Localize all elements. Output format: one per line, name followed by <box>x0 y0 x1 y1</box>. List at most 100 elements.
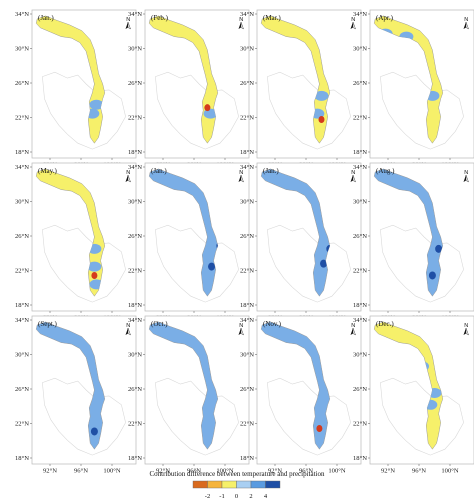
panel-frame <box>31 162 137 312</box>
y-tick-label: 34°N <box>128 317 142 324</box>
basin-shape <box>260 168 331 297</box>
y-tick-label: 26°N <box>128 386 142 393</box>
y-tick-label: 30°N <box>353 352 367 359</box>
panel-frame <box>369 162 474 312</box>
panel-label: (Jan.) <box>38 14 54 22</box>
panel-frame <box>31 315 137 465</box>
x-tick-label: 100°N <box>441 468 459 475</box>
map-panel: (Nov.) N34°N30°N26°N22°N18°N92°N 96°N 100°N <box>240 315 362 475</box>
land-outline <box>155 377 239 456</box>
patch-strong-positive <box>435 244 443 253</box>
y-tick-label: 22°N <box>353 115 367 122</box>
north-letter: N <box>351 17 355 23</box>
y-tick-label: 30°N <box>240 352 254 359</box>
y-tick-label: 22°N <box>240 115 254 122</box>
y-tick-label: 22°N <box>15 421 29 428</box>
y-tick-label: 22°N <box>15 268 29 275</box>
panel-frame <box>144 315 250 465</box>
y-tick-label: 18°N <box>240 302 254 309</box>
patch-positive <box>89 99 104 110</box>
y-tick-label: 18°N <box>128 455 142 462</box>
panel-frame <box>256 315 362 465</box>
legend-swatch <box>250 480 266 489</box>
panel-frame <box>369 315 474 465</box>
y-tick-label: 18°N <box>240 455 254 462</box>
north-letter: N <box>351 323 355 329</box>
land-outline <box>267 377 351 456</box>
north-letter: N <box>351 170 355 176</box>
y-tick-label: 22°N <box>128 115 142 122</box>
patch-negative <box>316 424 323 432</box>
x-tick-label: 96°N <box>187 468 201 475</box>
y-tick-label: 34°N <box>353 317 367 324</box>
y-tick-label: 30°N <box>240 199 254 206</box>
basin-shape <box>373 15 444 144</box>
north-arrow-icon: N <box>125 323 131 336</box>
y-tick-label: 30°N <box>353 199 367 206</box>
basin-shape <box>35 15 106 144</box>
y-tick-label: 18°N <box>240 149 254 156</box>
y-tick-label: 18°N <box>353 302 367 309</box>
y-tick-label: 30°N <box>128 352 142 359</box>
y-tick-label: 34°N <box>15 11 29 18</box>
y-tick-label: 30°N <box>240 46 254 53</box>
y-tick-label: 26°N <box>15 233 29 240</box>
panel-frame <box>256 9 362 159</box>
land-outline <box>267 224 351 303</box>
basin-shape <box>373 168 444 297</box>
north-letter: N <box>126 17 130 23</box>
map-panel: (Dec.) N34°N30°N26°N22°N18°N92°N 96°N 100°N <box>353 315 474 475</box>
land-outline <box>42 377 126 456</box>
land-outline <box>42 224 126 303</box>
legend-tick-label: 2 <box>249 493 252 500</box>
x-tick-label: 96°N <box>74 468 88 475</box>
panel-label: (Jan.) <box>263 167 279 175</box>
north-letter: N <box>464 17 468 23</box>
y-tick-label: 22°N <box>128 268 142 275</box>
x-tick-label: 92°N <box>43 468 57 475</box>
y-tick-label: 34°N <box>353 11 367 18</box>
y-tick-label: 34°N <box>128 11 142 18</box>
y-tick-label: 26°N <box>353 80 367 87</box>
panel-label: (Feb.) <box>151 14 169 22</box>
basin-shape <box>35 168 106 297</box>
panel-label: (Dec.) <box>376 320 394 328</box>
panel-frame <box>369 9 474 159</box>
y-tick-label: 34°N <box>15 164 29 171</box>
y-tick-label: 30°N <box>15 46 29 53</box>
y-tick-label: 26°N <box>240 233 254 240</box>
y-tick-label: 22°N <box>15 115 29 122</box>
legend-tick-label: -1 <box>219 493 224 500</box>
y-tick-label: 22°N <box>128 421 142 428</box>
panel-frame <box>144 162 250 312</box>
patch-negative <box>91 271 98 279</box>
y-tick-label: 18°N <box>128 302 142 309</box>
basin-shape <box>35 321 106 450</box>
x-tick-label: 100°N <box>103 468 121 475</box>
patch-strong-positive <box>320 259 328 268</box>
y-tick-label: 18°N <box>353 149 367 156</box>
north-arrow-icon: N <box>125 17 131 30</box>
north-arrow-icon: N <box>238 323 244 336</box>
panel-frame <box>256 162 362 312</box>
y-tick-label: 22°N <box>240 268 254 275</box>
y-tick-label: 18°N <box>15 149 29 156</box>
panel-frame <box>144 9 250 159</box>
north-letter: N <box>239 170 243 176</box>
x-tick-label: 100°N <box>328 468 346 475</box>
legend: Contribution difference between temperat… <box>150 470 325 500</box>
y-tick-label: 18°N <box>15 302 29 309</box>
y-tick-label: 34°N <box>353 164 367 171</box>
legend-tick-label: 0 <box>235 493 238 500</box>
patch-negative <box>318 116 325 124</box>
north-arrow-icon: N <box>238 17 244 30</box>
land-outline <box>155 71 239 150</box>
panel-label: (Aug.) <box>376 167 395 175</box>
y-tick-label: 22°N <box>353 421 367 428</box>
panel-frame <box>31 9 137 159</box>
legend-tick-label: -2 <box>205 493 210 500</box>
x-tick-label: 92°N <box>381 468 395 475</box>
y-tick-label: 34°N <box>240 164 254 171</box>
